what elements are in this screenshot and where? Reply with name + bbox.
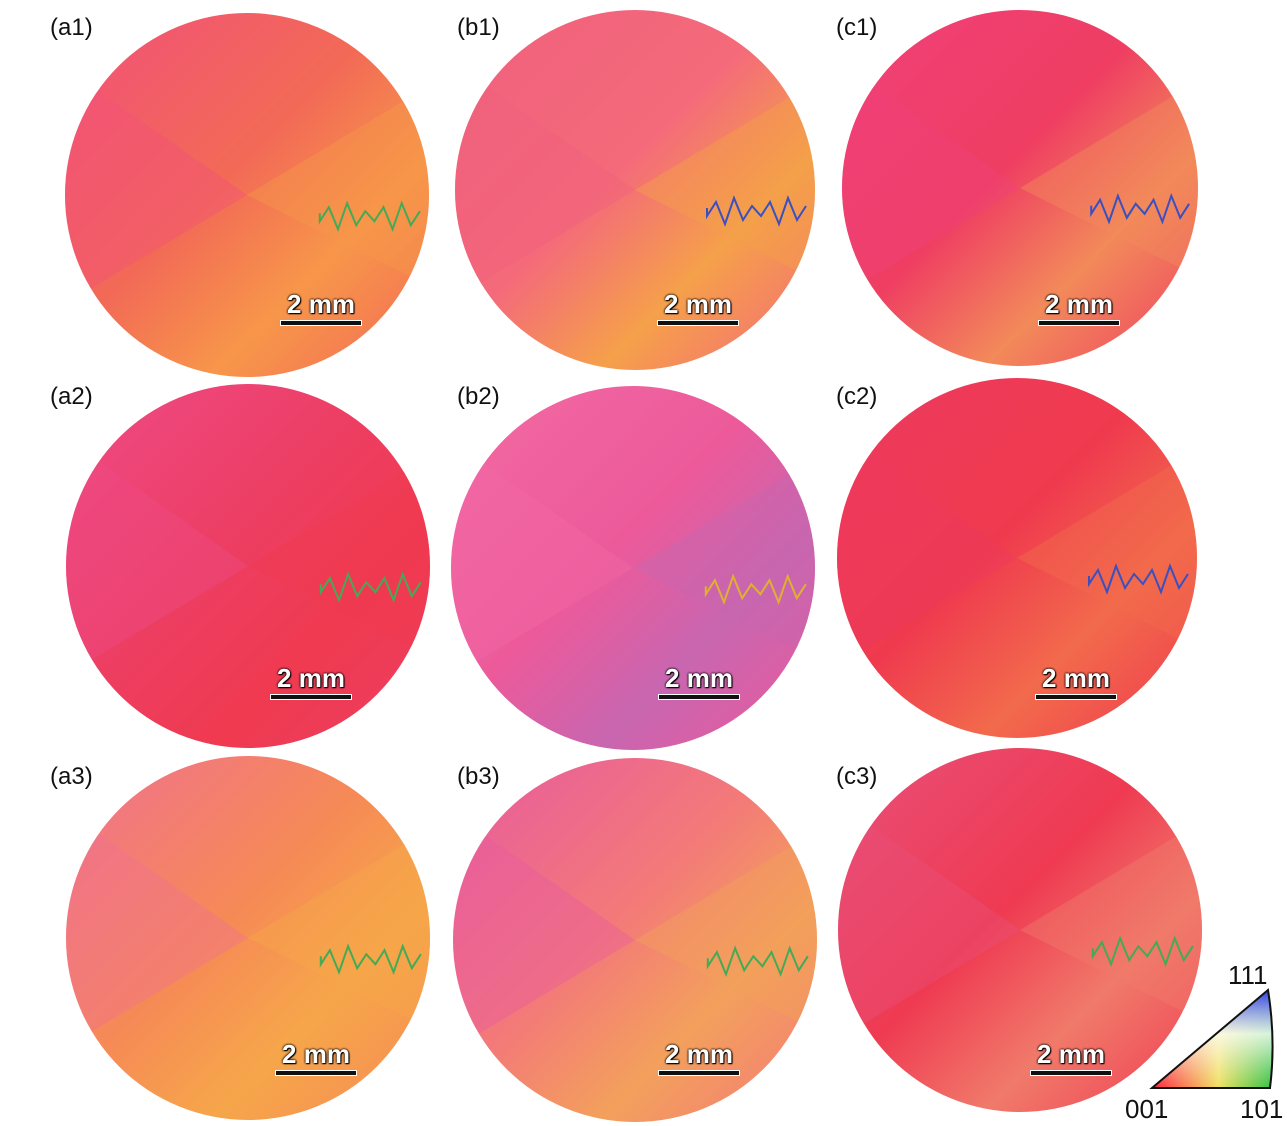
ipf-triangle-icon [1149,988,1274,1089]
scalebar-line [1030,1070,1112,1076]
scalebar-a2: 2 mm [270,664,352,700]
ipf-label-111: 111 [1228,960,1268,990]
scalebar-line [658,694,740,700]
ebsd-map-a3 [66,756,430,1120]
panel-label-a3: (a3) [50,763,93,790]
scalebar-b3: 2 mm [658,1040,740,1076]
scalebar-label: 2 mm [1037,1039,1105,1069]
panel-label-c3: (c3) [836,763,878,790]
scalebar-line [658,1070,740,1076]
scalebar-label: 2 mm [287,289,355,319]
ipf-label-101: 101 [1240,1094,1284,1124]
scalebar-c2: 2 mm [1035,664,1117,700]
panel-label-a1: (a1) [50,14,93,41]
ebsd-map-c1 [842,10,1198,366]
scalebar-c1: 2 mm [1038,290,1120,326]
ipf-legend: 111 001 101 [1125,960,1285,1126]
ipf-label-001: 001 [1125,1094,1169,1124]
scalebar-a1: 2 mm [280,290,362,326]
scalebar-c3: 2 mm [1030,1040,1112,1076]
scalebar-line [1035,694,1117,700]
scalebar-line [657,320,739,326]
ebsd-map-b1 [455,10,815,370]
scalebar-a3: 2 mm [275,1040,357,1076]
panel-label-c1: (c1) [836,14,878,41]
ebsd-map-b2 [451,386,815,750]
panel-label-b2: (b2) [457,383,500,410]
panel-label-c2: (c2) [836,383,878,410]
panel-label-b1: (b1) [457,14,500,41]
scalebar-line [1038,320,1120,326]
ebsd-map-c2 [837,378,1197,738]
ebsd-map-c3 [838,748,1202,1112]
scalebar-b2: 2 mm [658,664,740,700]
scalebar-label: 2 mm [277,663,345,693]
ebsd-map-a1 [65,13,429,377]
scalebar-b1: 2 mm [657,290,739,326]
scalebar-label: 2 mm [1045,289,1113,319]
scalebar-line [275,1070,357,1076]
panel-label-b3: (b3) [457,763,500,790]
scalebar-label: 2 mm [665,663,733,693]
scalebar-label: 2 mm [665,1039,733,1069]
scalebar-label: 2 mm [664,289,732,319]
scalebar-line [280,320,362,326]
ebsd-map-a2 [66,384,430,748]
panel-label-a2: (a2) [50,383,93,410]
scalebar-label: 2 mm [282,1039,350,1069]
scalebar-label: 2 mm [1042,663,1110,693]
scalebar-line [270,694,352,700]
ebsd-map-b3 [453,758,817,1122]
